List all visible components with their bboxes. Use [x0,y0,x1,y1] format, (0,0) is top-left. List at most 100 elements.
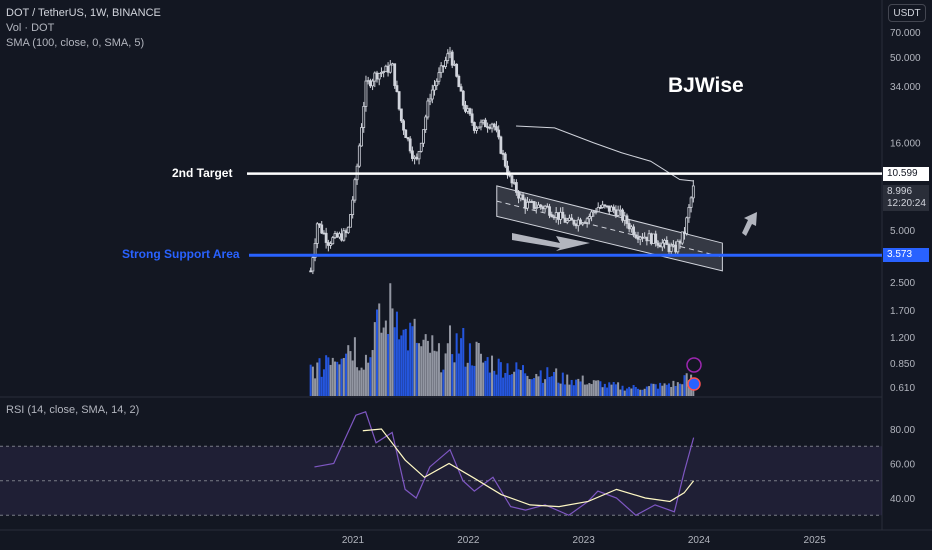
rsi-pane [0,410,882,516]
volume-bar [539,370,542,396]
candle-body [576,219,580,227]
volume-bar [603,383,606,396]
volume-bar [486,357,489,396]
candle-body [636,237,640,240]
volume-bar [665,384,668,396]
time-tick-label: 2021 [342,535,365,546]
candle-body [461,90,465,106]
candle-body [448,51,452,55]
horizontal-levels [247,172,882,257]
candle-body [486,126,490,129]
candle-body [568,217,571,221]
volume-bar [645,386,648,396]
candle-body [508,174,512,177]
candle-body [610,206,613,212]
currency-button[interactable]: USDT [888,4,926,22]
time-tick-label: 2025 [804,535,827,546]
candle-body [349,214,352,228]
volume-bar [661,385,664,396]
candle-body [537,204,540,208]
candle-body [364,80,368,107]
candle-body [368,80,372,87]
sma-indicator-label[interactable]: SMA (100, close, 0, SMA, 5) [6,37,145,49]
candle-body [652,233,655,244]
volume-bar [338,364,341,396]
volume-bar [455,333,458,396]
candle-body [380,72,383,74]
volume-bar [586,384,589,396]
channel-area [496,185,723,272]
price-tick-label: 50.000 [890,53,921,64]
candle-body [402,120,405,131]
candle-body [399,108,403,122]
candle-body [353,179,357,201]
volume-bar [597,380,600,396]
candle-body [685,217,689,234]
volume-bar [322,369,325,396]
volume-bar [579,381,582,396]
volume-bar [652,383,655,396]
candle-body [585,218,589,224]
volume-bar [590,384,593,396]
candle-body [672,244,675,247]
candle-body [612,206,616,211]
volume-bar [327,357,330,396]
candle-body [406,137,410,140]
volume-bar [541,382,544,396]
volume-bar [437,343,440,396]
price-tick-label: 70.000 [890,28,921,39]
volume-bar [451,354,454,396]
volume-bar [318,358,321,396]
volume-bar [373,322,376,396]
volume-bar [619,389,622,396]
volume-bar [676,382,679,396]
arrow-up-shape [742,212,757,236]
rsi-indicator-label[interactable]: RSI (14, close, SMA, 14, 2) [6,404,140,416]
volume-bar [309,364,312,396]
volume-bar [333,361,336,396]
volume-bar [533,378,536,396]
volume-bar [424,334,427,396]
volume-bar [637,388,640,396]
volume-bar [583,384,586,396]
candle-body [342,230,346,241]
volume-bar [601,387,604,396]
volume-bar [345,353,348,396]
candle-body [309,270,313,273]
volume-bar [367,362,370,396]
volume-bar [506,363,509,396]
volume-bar [499,362,502,396]
volume-bar [464,366,467,396]
candle-body [623,215,627,221]
volume-bar [491,355,494,396]
candle-body [579,219,582,225]
volume-bar [406,350,409,396]
candle-body [506,165,509,176]
volume-bar [502,377,505,396]
candle-body [366,80,370,83]
volume-bar [561,372,564,396]
volume-bar [674,385,677,396]
sma-path [516,125,694,182]
rsi-tick-label: 80.00 [890,425,915,436]
volume-bar [504,372,507,396]
volume-bar [614,384,617,396]
rsi-tick-label: 60.00 [890,460,915,471]
rsi-tick-label: 40.00 [890,494,915,505]
candle-body [596,207,600,213]
price-tick-label: 34.000 [890,82,921,93]
arrow-right-shape [512,233,590,251]
candle-body [324,232,328,243]
candle-body [386,65,390,73]
candle-body [519,194,523,199]
volume-indicator-label[interactable]: Vol · DOT [6,22,55,34]
candle-body [490,123,494,129]
volume-bar [628,386,631,396]
symbol-title[interactable]: DOT / TetherUS, 1W, BINANCE [6,7,161,19]
volume-bar [389,283,392,396]
candle-body [501,152,505,155]
volume-bar [552,372,555,396]
volume-bar [639,389,642,396]
candle-body [514,182,518,193]
